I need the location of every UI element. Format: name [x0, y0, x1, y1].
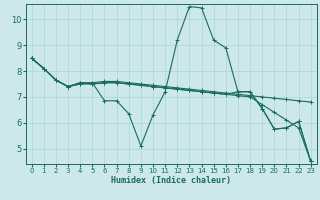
X-axis label: Humidex (Indice chaleur): Humidex (Indice chaleur) [111, 176, 231, 185]
